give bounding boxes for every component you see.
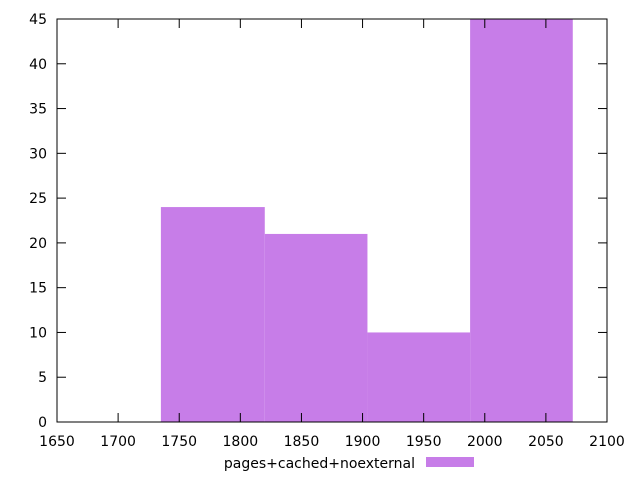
y-tick-label: 15: [29, 281, 47, 297]
x-tick-label: 1900: [345, 434, 381, 450]
histogram-bar-1: [160, 207, 265, 422]
ticks-group: [56, 18, 608, 423]
y-tick-label: 0: [38, 415, 47, 431]
tick-labels-group: 1650 1700 1750 1800 1850 1900 1950 2000 2050 2100…: [29, 12, 625, 450]
histogram-bar-2: [264, 233, 368, 422]
x-tick-label: 1850: [284, 434, 320, 450]
y-tick-label: 35: [29, 102, 47, 118]
y-tick-label: 5: [38, 370, 47, 386]
x-tick-label: 1650: [39, 434, 75, 450]
y-tick-label: 30: [29, 146, 47, 162]
histogram-bar-3: [367, 332, 471, 422]
x-tick-label: 1800: [223, 434, 259, 450]
legend: pages+cached+noexternal: [224, 456, 474, 472]
x-tick-label: 2050: [528, 434, 564, 450]
x-tick-label: 2000: [467, 434, 503, 450]
y-tick-label: 20: [29, 236, 47, 252]
x-tick-label: 1950: [406, 434, 442, 450]
y-tick-label: 40: [29, 57, 47, 73]
x-tick-label: 1700: [100, 434, 136, 450]
plot-frame: [56, 18, 608, 423]
x-tick-label: 2100: [589, 434, 625, 450]
x-tick-label: 1750: [161, 434, 197, 450]
y-tick-label: 10: [29, 325, 47, 341]
histogram-bar-4: [470, 19, 573, 422]
bars-group: [160, 19, 573, 422]
y-tick-label: 45: [29, 12, 47, 28]
y-tick-label: 25: [29, 191, 47, 207]
legend-swatch: [426, 457, 474, 467]
legend-label: pages+cached+noexternal: [224, 456, 415, 472]
